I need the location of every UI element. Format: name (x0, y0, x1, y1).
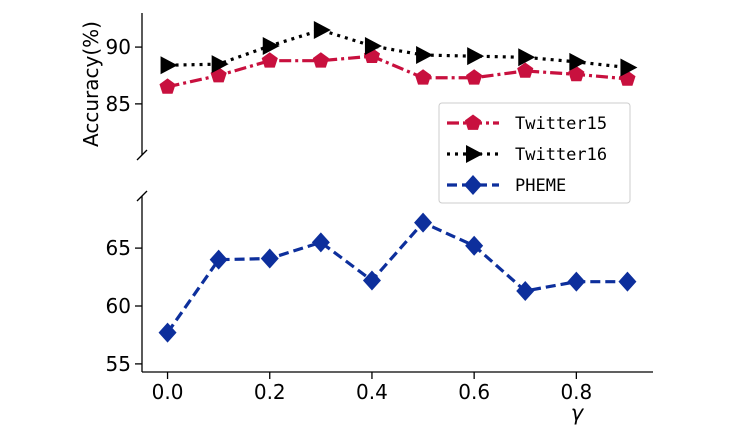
lower-y-tick-label: 55 (106, 352, 131, 376)
legend-label-twitter16: Twitter16 (515, 145, 607, 165)
upper-y-tick-label: 85 (106, 92, 131, 116)
data-point-pheme (158, 322, 177, 343)
data-point-twitter16 (518, 48, 536, 67)
data-point-twitter15 (261, 52, 278, 68)
series-line-pheme (166, 220, 628, 334)
x-tick-label: 0.2 (254, 380, 286, 404)
data-point-twitter15 (466, 69, 483, 85)
data-point-pheme (567, 271, 586, 292)
series-layer (158, 21, 638, 343)
legend-label-twitter15: Twitter15 (515, 114, 607, 134)
data-point-pheme (618, 271, 637, 292)
x-axis-label: γ (571, 401, 585, 425)
data-point-twitter16 (160, 56, 178, 75)
data-point-twitter15 (517, 62, 534, 78)
x-tick-label: 0.4 (356, 380, 388, 404)
legend-marker-pheme (464, 175, 482, 195)
data-point-twitter15 (312, 52, 329, 68)
data-point-pheme (209, 249, 228, 270)
legend-marker-twitter15 (464, 114, 482, 130)
legend: Twitter15 Twitter16 PHEME (438, 102, 631, 204)
lower-y-tick-label: 60 (106, 294, 131, 318)
data-point-twitter16 (211, 55, 229, 74)
x-tick-label: 0.8 (560, 380, 592, 404)
data-point-twitter16 (416, 46, 434, 65)
data-point-twitter16 (364, 36, 382, 55)
data-point-pheme (260, 248, 279, 269)
data-point-pheme (414, 212, 433, 233)
upper-y-tick-label: 90 (106, 35, 131, 59)
data-point-twitter16 (313, 21, 331, 40)
x-tick-label: 0.6 (458, 380, 490, 404)
y-axis-label: Accuracy(%) (79, 21, 103, 147)
data-point-pheme (362, 270, 381, 291)
data-point-pheme (516, 280, 535, 301)
data-point-twitter15 (568, 65, 585, 82)
legend-box (438, 102, 631, 204)
data-point-twitter15 (414, 69, 432, 85)
series-line-twitter16 (167, 28, 628, 70)
data-point-twitter16 (569, 52, 587, 71)
x-tick-label: 0.0 (152, 380, 184, 404)
data-point-twitter16 (262, 36, 280, 55)
data-point-twitter16 (620, 58, 638, 77)
lower-y-tick-label: 65 (106, 236, 131, 260)
axis-break-mark-lower (136, 190, 148, 202)
axes-layer: 85 90 55 60 65 0.0 0.2 0.4 0.6 0.8γ Accuracy(%) (79, 13, 653, 425)
series-line-twitter15 (167, 54, 628, 89)
data-point-twitter15 (159, 78, 176, 94)
legend-marker-twitter16 (466, 145, 483, 163)
axis-break-mark-upper (136, 149, 148, 161)
data-point-twitter16 (467, 47, 485, 66)
data-point-pheme (465, 235, 484, 256)
legend-label-pheme: PHEME (515, 176, 566, 196)
data-point-pheme (311, 232, 330, 253)
